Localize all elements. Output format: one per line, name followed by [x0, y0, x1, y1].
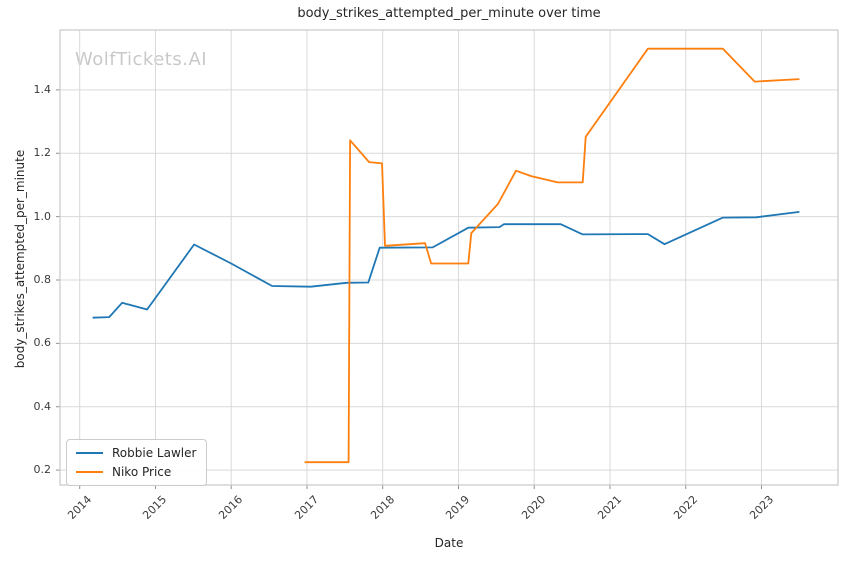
y-tick-label: 1.2 [33, 146, 52, 160]
y-tick-label: 0.6 [33, 336, 52, 350]
legend-label: Robbie Lawler [112, 446, 197, 460]
x-axis-label: Date [434, 536, 464, 550]
y-tick-label: 1.4 [33, 82, 52, 96]
plot-border [59, 29, 839, 486]
legend-line-swatch-orange [76, 471, 103, 473]
y-tick-label: 0.8 [33, 272, 52, 286]
series-line-niko-price [304, 47, 800, 464]
watermark: WolfTickets.AI [75, 49, 208, 70]
legend-item-robbie-lawler: Robbie Lawler [76, 446, 196, 460]
y-tick-label: 1.0 [33, 209, 52, 223]
legend-line-swatch-blue [76, 452, 103, 454]
legend-item-niko-price: Niko Price [76, 465, 196, 479]
y-tick-label: 0.2 [33, 463, 52, 477]
legend: Robbie Lawler Niko Price [66, 439, 208, 486]
legend-label: Niko Price [112, 465, 172, 479]
chart-title: body_strikes_attempted_per_minute over t… [297, 6, 601, 21]
y-tick-label: 0.4 [33, 399, 52, 413]
series-line-robbie-lawler [92, 211, 800, 319]
